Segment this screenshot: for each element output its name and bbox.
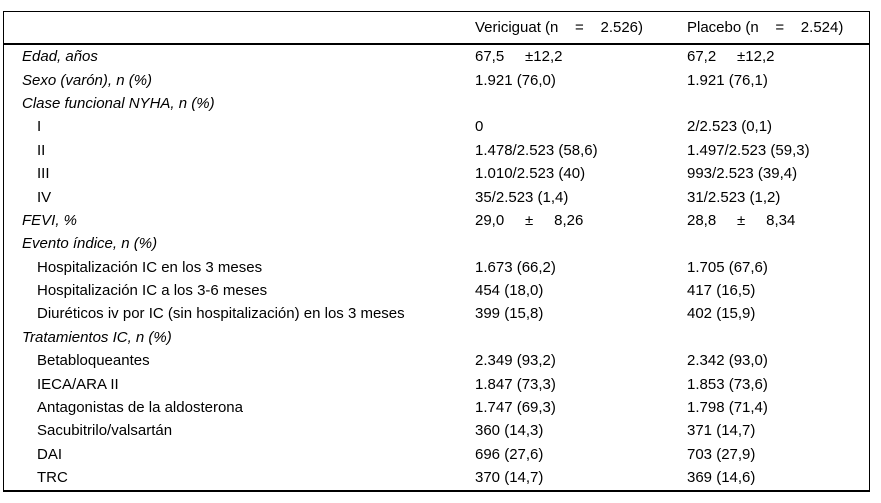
placebo-value: 67,2 ±12,2 <box>687 48 775 66</box>
table-row: FEVI, % 29,0 ± 8,26 28,8 ± 8,34 <box>4 209 869 232</box>
vericiguat-value: 1.673 (66,2) <box>475 258 556 276</box>
column-header-placebo: Placebo (n = 2.524) <box>687 19 844 36</box>
vericiguat-value: 454 (18,0) <box>475 282 544 300</box>
placebo-value: 371 (14,7) <box>687 422 756 440</box>
table-row: II 1.478/2.523 (58,6) 1.497/2.523 (59,3) <box>4 139 869 162</box>
table-row: I 0 2/2.523 (0,1) <box>4 115 869 138</box>
vericiguat-value: 35/2.523 (1,4) <box>475 188 569 206</box>
table-row: Tratamientos IC, n (%) <box>4 326 869 349</box>
row-label: Hospitalización IC a los 3-6 meses <box>37 282 268 300</box>
row-label: Evento índice, n (%) <box>22 235 158 253</box>
placebo-value: 2/2.523 (0,1) <box>687 118 773 136</box>
row-label: I <box>37 118 42 136</box>
table-row: Hospitalización IC a los 3-6 meses 454 (… <box>4 279 869 302</box>
row-label: Diuréticos iv por IC (sin hospitalizació… <box>37 305 405 323</box>
placebo-value: 2.342 (93,0) <box>687 352 768 370</box>
vericiguat-value: 1.478/2.523 (58,6) <box>475 141 598 159</box>
row-label: IV <box>37 188 52 206</box>
table-row: Clase funcional NYHA, n (%) <box>4 92 869 115</box>
placebo-value: 28,8 ± 8,34 <box>687 211 796 229</box>
table-row: IV 35/2.523 (1,4) 31/2.523 (1,2) <box>4 185 869 208</box>
placebo-value: 1.921 (76,1) <box>687 71 768 89</box>
vericiguat-value: 0 <box>475 118 484 136</box>
table-row: III 1.010/2.523 (40) 993/2.523 (39,4) <box>4 162 869 185</box>
column-header-vericiguat: Vericiguat (n = 2.526) <box>475 19 644 36</box>
table-row: Sexo (varón), n (%) 1.921 (76,0) 1.921 (… <box>4 68 869 91</box>
table-header-row: Vericiguat (n = 2.526) Placebo (n = 2.52… <box>4 12 869 45</box>
placebo-value: 1.705 (67,6) <box>687 258 768 276</box>
table-row: TRC 370 (14,7) 369 (14,6) <box>4 466 869 489</box>
row-label: DAI <box>37 445 63 463</box>
row-label: II <box>37 141 46 159</box>
row-label: IECA/ARA II <box>37 375 119 393</box>
table-body: Edad, años 67,5 ±12,2 67,2 ±12,2 Sexo (v… <box>4 45 869 490</box>
table-row: Diuréticos iv por IC (sin hospitalizació… <box>4 302 869 325</box>
row-label: TRC <box>37 469 68 487</box>
vericiguat-value: 1.921 (76,0) <box>475 71 556 89</box>
vericiguat-value: 1.010/2.523 (40) <box>475 165 586 183</box>
vericiguat-value: 360 (14,3) <box>475 422 544 440</box>
table-row: IECA/ARA II 1.847 (73,3) 1.853 (73,6) <box>4 372 869 395</box>
table-row: Hospitalización IC en los 3 meses 1.673 … <box>4 256 869 279</box>
vericiguat-value: 370 (14,7) <box>475 469 544 487</box>
row-label: FEVI, % <box>22 211 78 229</box>
table-row: Betabloqueantes 2.349 (93,2) 2.342 (93,0… <box>4 349 869 372</box>
row-label: Sexo (varón), n (%) <box>22 71 153 89</box>
vericiguat-value: 1.747 (69,3) <box>475 399 556 417</box>
vericiguat-value: 29,0 ± 8,26 <box>475 211 584 229</box>
placebo-value: 1.853 (73,6) <box>687 375 768 393</box>
row-label: Clase funcional NYHA, n (%) <box>22 94 215 112</box>
placebo-value: 993/2.523 (39,4) <box>687 165 798 183</box>
table-row: Edad, años 67,5 ±12,2 67,2 ±12,2 <box>4 45 869 68</box>
row-label: III <box>37 165 50 183</box>
placebo-value: 31/2.523 (1,2) <box>687 188 781 206</box>
vericiguat-value: 399 (15,8) <box>475 305 544 323</box>
placebo-value: 369 (14,6) <box>687 469 756 487</box>
vericiguat-value: 67,5 ±12,2 <box>475 48 563 66</box>
row-label: Tratamientos IC, n (%) <box>22 328 172 346</box>
row-label: Antagonistas de la aldosterona <box>37 399 243 417</box>
vericiguat-value: 2.349 (93,2) <box>475 352 556 370</box>
table-row: Sacubitrilo/valsartán 360 (14,3) 371 (14… <box>4 419 869 442</box>
table-row: DAI 696 (27,6) 703 (27,9) <box>4 443 869 466</box>
placebo-value: 1.497/2.523 (59,3) <box>687 141 810 159</box>
vericiguat-value: 696 (27,6) <box>475 445 544 463</box>
row-label: Hospitalización IC en los 3 meses <box>37 258 263 276</box>
row-label: Edad, años <box>22 48 98 66</box>
placebo-value: 703 (27,9) <box>687 445 756 463</box>
placebo-value: 417 (16,5) <box>687 282 756 300</box>
placebo-value: 402 (15,9) <box>687 305 756 323</box>
table-row: Evento índice, n (%) <box>4 232 869 255</box>
row-label: Betabloqueantes <box>37 352 150 370</box>
table-row: Antagonistas de la aldosterona 1.747 (69… <box>4 396 869 419</box>
vericiguat-value: 1.847 (73,3) <box>475 375 556 393</box>
placebo-value: 1.798 (71,4) <box>687 399 768 417</box>
baseline-characteristics-table: Vericiguat (n = 2.526) Placebo (n = 2.52… <box>3 11 870 493</box>
row-label: Sacubitrilo/valsartán <box>37 422 173 440</box>
